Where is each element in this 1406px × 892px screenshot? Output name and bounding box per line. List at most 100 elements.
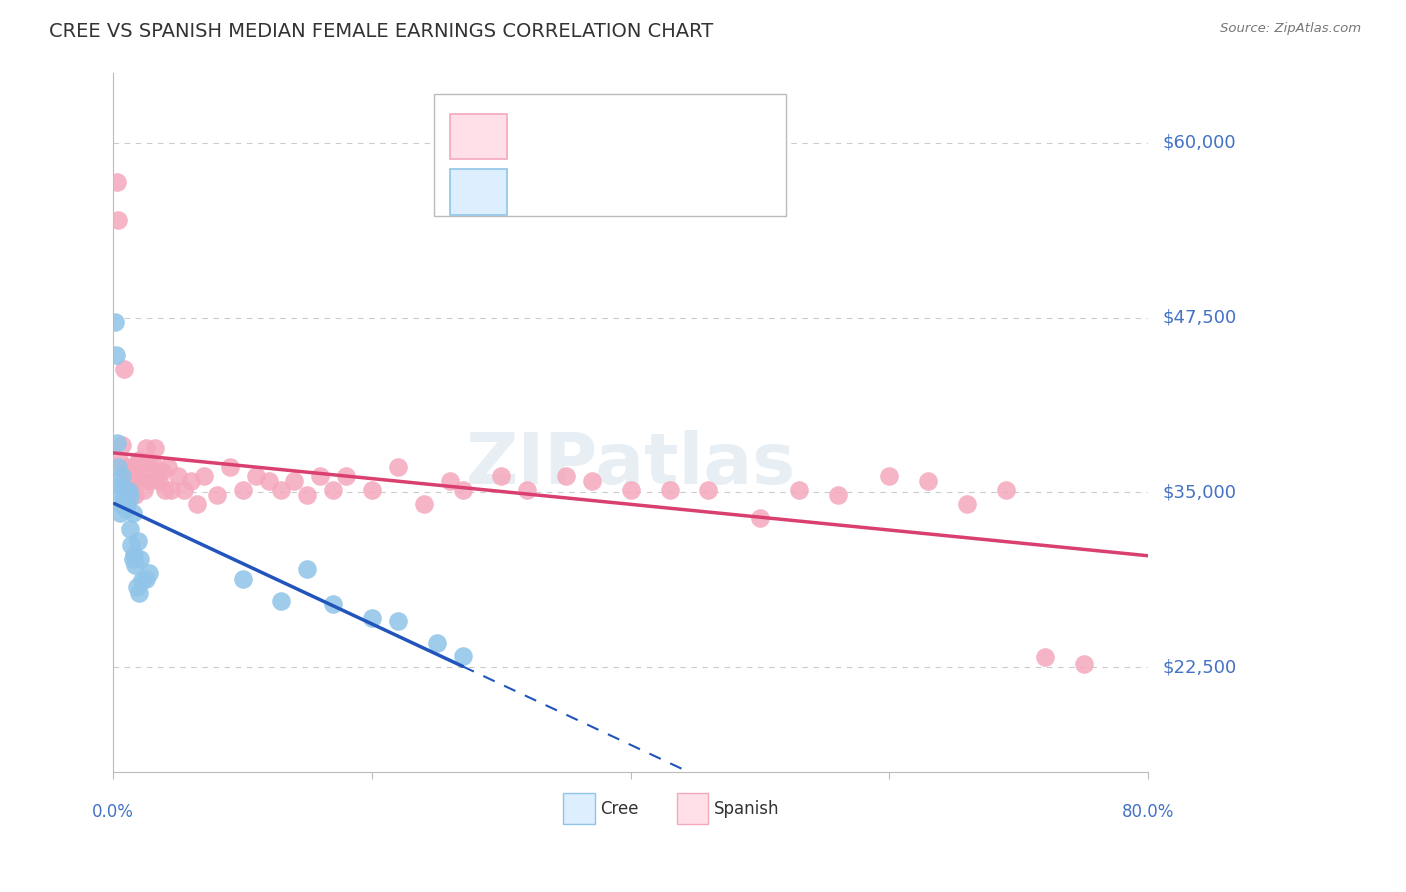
Point (994, 483, 1017, 497)
Point (118, 468, 141, 483)
Text: R = -0.386: R = -0.386 (517, 179, 606, 197)
Point (218, 460, 240, 475)
Point (124, 488, 146, 502)
Point (160, 483, 183, 497)
Point (108, 506, 131, 520)
Point (186, 497, 208, 511)
Point (516, 483, 538, 497)
Text: N = 67: N = 67 (666, 123, 725, 142)
Point (138, 566, 160, 581)
Point (122, 549, 145, 563)
Point (270, 483, 292, 497)
Text: N = 36: N = 36 (666, 179, 725, 197)
Point (1033, 650, 1056, 665)
Text: Spanish: Spanish (713, 800, 779, 818)
Point (193, 468, 215, 483)
Point (205, 488, 228, 502)
Point (827, 488, 849, 502)
Point (387, 614, 409, 628)
Point (156, 460, 179, 475)
Point (658, 483, 681, 497)
Point (122, 474, 145, 488)
Text: R =  -0.119: R = -0.119 (517, 123, 612, 142)
Point (111, 438, 134, 452)
Point (232, 483, 254, 497)
Point (111, 468, 134, 483)
Point (245, 468, 267, 483)
Point (439, 474, 461, 488)
Point (270, 594, 292, 608)
Point (131, 574, 153, 588)
Point (127, 455, 149, 469)
Point (451, 483, 474, 497)
Point (1073, 657, 1095, 672)
Point (128, 453, 150, 467)
Point (136, 455, 159, 469)
Point (124, 558, 146, 572)
Point (620, 483, 643, 497)
Point (117, 478, 139, 492)
Point (121, 552, 143, 566)
Point (108, 455, 131, 469)
Point (152, 464, 174, 478)
Point (917, 474, 939, 488)
Text: $35,000: $35,000 (1163, 483, 1236, 501)
Point (180, 474, 202, 488)
Point (232, 572, 254, 586)
Point (129, 552, 152, 566)
Point (322, 483, 344, 497)
Point (451, 648, 474, 663)
Point (112, 362, 135, 376)
Point (135, 572, 157, 586)
Point (361, 611, 384, 625)
Point (335, 468, 357, 483)
Point (125, 468, 148, 483)
Point (257, 474, 280, 488)
Point (107, 212, 129, 227)
Point (120, 539, 142, 553)
Point (120, 522, 142, 536)
Point (138, 474, 160, 488)
Point (120, 474, 142, 488)
Point (104, 348, 127, 362)
Point (110, 497, 132, 511)
Point (387, 460, 409, 475)
Point (697, 483, 720, 497)
Point (127, 534, 149, 549)
Point (283, 474, 305, 488)
Point (134, 483, 156, 497)
Point (297, 562, 319, 576)
Point (143, 441, 166, 455)
Point (105, 175, 128, 189)
Point (297, 488, 319, 502)
Point (879, 468, 901, 483)
Point (120, 481, 142, 495)
Point (121, 460, 143, 475)
Point (491, 468, 513, 483)
Point (108, 478, 131, 492)
Text: 80.0%: 80.0% (1122, 803, 1174, 821)
Point (115, 460, 138, 475)
Point (141, 455, 163, 469)
Text: ZIPatlas: ZIPatlas (465, 430, 796, 499)
Point (114, 464, 136, 478)
Point (309, 468, 332, 483)
Point (153, 483, 176, 497)
Point (125, 581, 148, 595)
Point (107, 460, 129, 475)
Point (135, 441, 157, 455)
FancyBboxPatch shape (564, 793, 595, 824)
Point (146, 468, 169, 483)
Point (120, 490, 142, 504)
Point (555, 468, 578, 483)
Text: $22,500: $22,500 (1163, 658, 1236, 676)
Point (361, 483, 384, 497)
Point (117, 497, 139, 511)
FancyBboxPatch shape (450, 113, 506, 159)
Point (749, 510, 772, 524)
Point (956, 497, 979, 511)
Text: CREE VS SPANISH MEDIAN FEMALE EARNINGS CORRELATION CHART: CREE VS SPANISH MEDIAN FEMALE EARNINGS C… (49, 22, 713, 41)
Point (114, 483, 136, 497)
Point (131, 468, 153, 483)
Text: Cree: Cree (600, 800, 638, 818)
